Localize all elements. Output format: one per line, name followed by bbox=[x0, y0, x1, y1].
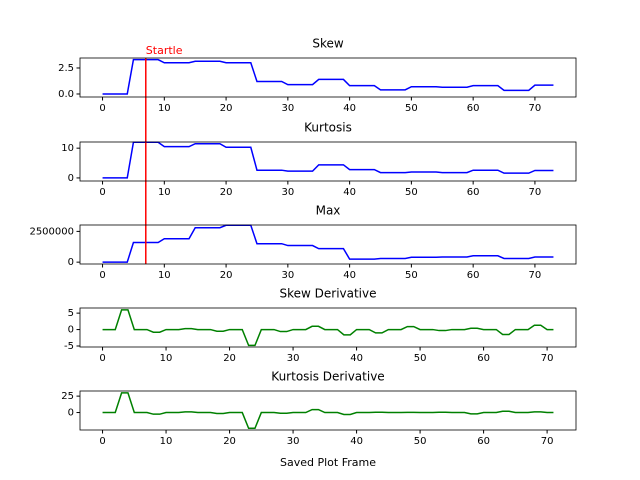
panel-title: Skew bbox=[312, 37, 344, 51]
x-tick-label: 50 bbox=[414, 436, 427, 447]
data-line bbox=[102, 392, 554, 430]
data-line bbox=[102, 309, 554, 347]
x-tick-label: 60 bbox=[477, 436, 490, 447]
x-tick-label: 40 bbox=[350, 436, 363, 447]
axes-frame bbox=[79, 390, 577, 431]
y-tick-label: 2500000 bbox=[29, 226, 74, 237]
event-label: Startle bbox=[146, 44, 183, 57]
panel-title: Skew Derivative bbox=[279, 287, 376, 301]
x-tick-label: 30 bbox=[281, 187, 294, 198]
x-axis-label: Saved Plot Frame bbox=[280, 456, 376, 469]
y-tick-label: 5 bbox=[68, 308, 74, 319]
x-tick-label: 60 bbox=[467, 270, 480, 281]
x-tick-label: 20 bbox=[223, 353, 236, 364]
y-tick-label: 10 bbox=[61, 143, 74, 154]
x-tick-label: 50 bbox=[405, 270, 418, 281]
panel-title: Kurtosis Derivative bbox=[271, 370, 384, 384]
axes-frame bbox=[79, 307, 577, 348]
y-tick-label: -5 bbox=[64, 341, 74, 352]
x-tick-label: 10 bbox=[158, 187, 171, 198]
x-tick-label: 60 bbox=[477, 353, 490, 364]
x-tick-label: 0 bbox=[99, 103, 105, 114]
x-tick-label: 50 bbox=[414, 353, 427, 364]
x-tick-label: 40 bbox=[343, 187, 356, 198]
x-tick-label: 10 bbox=[158, 270, 171, 281]
x-tick-label: 60 bbox=[467, 103, 480, 114]
y-tick-label: 0 bbox=[68, 325, 74, 336]
axes-frame bbox=[79, 224, 577, 265]
x-tick-label: 40 bbox=[343, 270, 356, 281]
x-tick-label: 30 bbox=[281, 270, 294, 281]
data-line bbox=[102, 58, 554, 95]
axes-frame bbox=[79, 57, 577, 98]
x-tick-label: 70 bbox=[529, 103, 542, 114]
x-tick-label: 0 bbox=[99, 187, 105, 198]
x-tick-label: 50 bbox=[405, 187, 418, 198]
x-tick-label: 20 bbox=[220, 103, 233, 114]
x-tick-label: 0 bbox=[99, 353, 105, 364]
x-tick-label: 30 bbox=[281, 103, 294, 114]
y-tick-label: 0 bbox=[68, 257, 74, 268]
x-tick-label: 10 bbox=[160, 353, 173, 364]
x-tick-label: 40 bbox=[350, 353, 363, 364]
data-line bbox=[102, 141, 554, 179]
x-tick-label: 60 bbox=[467, 187, 480, 198]
x-tick-label: 20 bbox=[220, 270, 233, 281]
x-tick-label: 50 bbox=[405, 103, 418, 114]
axes-frame bbox=[79, 141, 577, 182]
x-tick-label: 10 bbox=[160, 436, 173, 447]
x-tick-label: 0 bbox=[99, 436, 105, 447]
x-tick-label: 70 bbox=[541, 353, 554, 364]
panel-title: Max bbox=[316, 204, 341, 218]
x-tick-label: 30 bbox=[287, 353, 300, 364]
y-tick-label: 0 bbox=[68, 408, 74, 419]
panel-title: Kurtosis bbox=[304, 121, 352, 135]
x-tick-label: 40 bbox=[343, 103, 356, 114]
y-tick-label: 2.5 bbox=[58, 63, 74, 74]
data-line bbox=[102, 224, 554, 263]
x-tick-label: 0 bbox=[99, 270, 105, 281]
y-tick-label: 0.0 bbox=[58, 89, 74, 100]
y-tick-label: 0 bbox=[68, 173, 74, 184]
y-tick-label: 25 bbox=[61, 391, 74, 402]
x-tick-label: 30 bbox=[287, 436, 300, 447]
x-tick-label: 70 bbox=[541, 436, 554, 447]
x-tick-label: 70 bbox=[529, 187, 542, 198]
x-tick-label: 20 bbox=[220, 187, 233, 198]
x-tick-label: 20 bbox=[223, 436, 236, 447]
x-tick-label: 70 bbox=[529, 270, 542, 281]
x-tick-label: 10 bbox=[158, 103, 171, 114]
